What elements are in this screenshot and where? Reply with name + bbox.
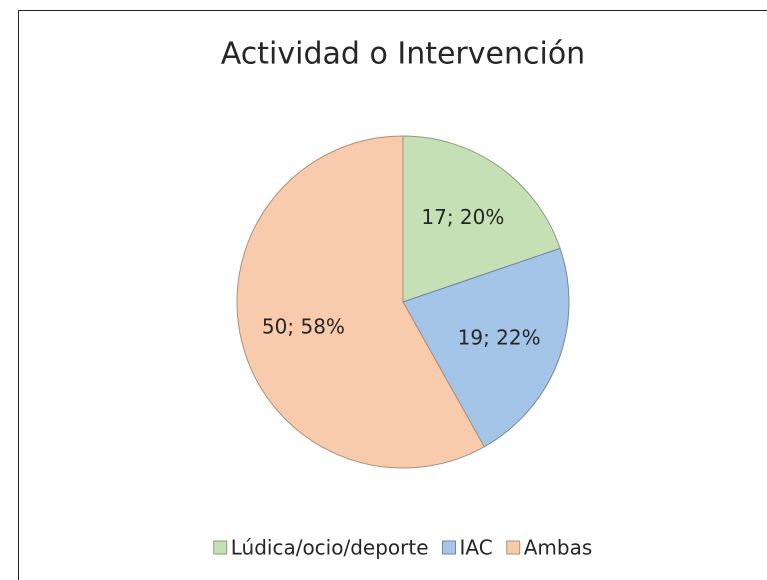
legend-swatch <box>506 540 521 555</box>
data-label: 19; 22% <box>458 325 541 349</box>
pie-slice <box>402 247 570 448</box>
data-label: 17; 20% <box>421 205 504 229</box>
chart-title: Actividad o Intervención <box>221 37 585 72</box>
data-label: 50; 58% <box>262 315 345 339</box>
legend-swatch <box>442 540 457 555</box>
pie-slice <box>402 135 561 303</box>
pie-slice <box>236 135 485 469</box>
legend-label: Lúdica/ocio/deporte <box>231 536 429 560</box>
legend-label: Ambas <box>524 536 593 560</box>
legend-label: IAC <box>460 536 493 560</box>
legend-swatch <box>213 540 228 555</box>
